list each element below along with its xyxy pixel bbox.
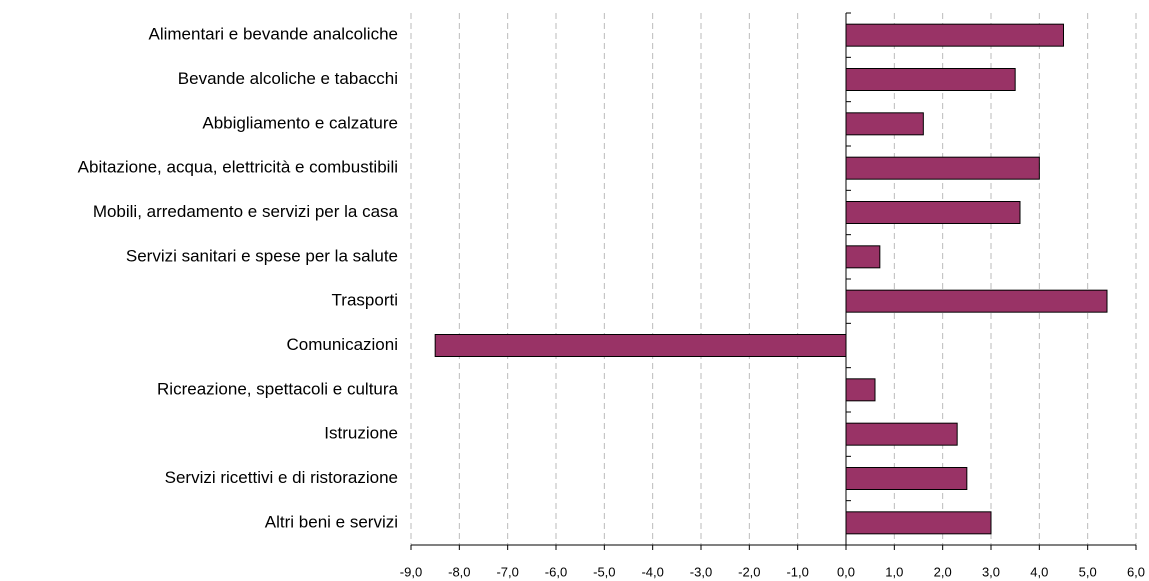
x-tick-label: 2,0: [934, 564, 952, 579]
x-tick-label: -6,0: [545, 564, 567, 579]
x-tick-label: -1,0: [786, 564, 808, 579]
y-tick-label: Servizi ricettivi e di ristorazione: [165, 468, 398, 487]
x-tick-label: -3,0: [690, 564, 712, 579]
x-tick-label: -9,0: [400, 564, 422, 579]
x-tick-label: -5,0: [593, 564, 615, 579]
y-tick-label: Ricreazione, spettacoli e cultura: [157, 379, 399, 398]
bar: [845, 422, 958, 446]
bar: [845, 68, 1016, 91]
bar: [845, 245, 881, 269]
x-tick-label: -8,0: [448, 564, 470, 579]
bar: [845, 467, 968, 490]
bar: [845, 112, 924, 136]
bar: [845, 23, 1064, 47]
bar: [845, 511, 992, 535]
y-tick-label: Abitazione, acqua, elettricità e combust…: [78, 158, 398, 177]
x-tick-label: -4,0: [641, 564, 663, 579]
bar: [845, 201, 1021, 224]
x-tick-label: 3,0: [982, 564, 1000, 579]
y-tick-label: Alimentari e bevande analcoliche: [149, 25, 399, 44]
y-tick-label: Comunicazioni: [287, 335, 399, 354]
x-tick-label: 0,0: [837, 564, 855, 579]
y-tick-label: Istruzione: [324, 424, 398, 443]
y-tick-label: Mobili, arredamento e servizi per la cas…: [93, 202, 399, 221]
y-tick-label: Bevande alcoliche e tabacchi: [178, 69, 398, 88]
x-tick-label: 1,0: [885, 564, 903, 579]
x-tick-label: -2,0: [738, 564, 760, 579]
y-tick-label: Altri beni e servizi: [265, 512, 398, 531]
y-tick-label: Abbigliamento e calzature: [202, 113, 398, 132]
bar: [845, 289, 1108, 313]
x-tick-label: 5,0: [1079, 564, 1097, 579]
y-tick-label: Trasporti: [332, 291, 398, 310]
bar: [845, 156, 1040, 180]
y-tick-label: Servizi sanitari e spese per la salute: [126, 246, 398, 265]
x-tick-label: 6,0: [1127, 564, 1145, 579]
x-tick-label: 4,0: [1030, 564, 1048, 579]
bar: [434, 334, 847, 357]
bar: [845, 378, 876, 402]
x-tick-label: -7,0: [496, 564, 518, 579]
